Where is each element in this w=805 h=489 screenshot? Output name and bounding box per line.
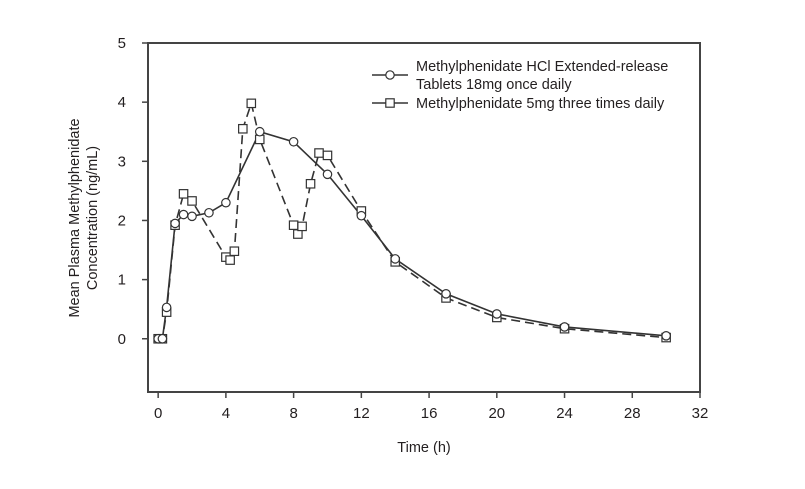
x-tick-label: 20 — [488, 405, 505, 422]
data-point-series-2 — [187, 196, 197, 206]
y-axis-label-line-1: Mean Plasma Methylphenidate — [67, 118, 83, 317]
data-point-series-1 — [559, 322, 570, 332]
data-point-series-1 — [170, 218, 180, 229]
legend-label: Tablets 18mg once daily — [416, 77, 572, 93]
data-point-series-2 — [314, 148, 324, 158]
legend-marker-square — [385, 98, 395, 108]
data-point-series-1 — [661, 331, 671, 341]
data-point-series-2 — [238, 123, 248, 134]
data-point-series-1 — [254, 126, 265, 137]
data-point-series-2 — [225, 255, 235, 265]
data-point-series-1 — [390, 254, 401, 264]
data-point-series-1 — [204, 207, 214, 218]
plot-frame — [147, 42, 701, 393]
data-point-series-1 — [356, 210, 367, 221]
data-point-series-1 — [288, 136, 299, 147]
series-line-1 — [158, 130, 667, 340]
y-tick-label: 0 — [118, 331, 126, 348]
x-axis-label: Time (h) — [397, 440, 450, 456]
data-point-series-1 — [492, 309, 502, 319]
x-tick-label: 28 — [624, 405, 641, 422]
series-line-2 — [158, 100, 667, 340]
x-tick-label: 12 — [353, 405, 370, 422]
data-point-series-2 — [305, 178, 316, 189]
y-axis-label-line-2: Concentration (ng/mL) — [85, 146, 101, 290]
x-tick-label: 4 — [222, 405, 230, 422]
data-point-series-1 — [161, 302, 172, 313]
y-tick-label: 2 — [118, 212, 126, 229]
legend-marker-circle — [385, 70, 395, 80]
legend-label: Methylphenidate 5mg three times daily — [416, 96, 665, 112]
y-tick-label: 3 — [118, 153, 126, 170]
x-tick-label: 0 — [154, 405, 162, 422]
data-point-series-1 — [221, 197, 231, 208]
data-point-series-2 — [288, 220, 299, 230]
y-tick-label: 1 — [118, 272, 126, 289]
data-point-series-2 — [246, 98, 257, 109]
data-point-series-2 — [322, 150, 333, 161]
data-point-series-1 — [187, 211, 197, 222]
y-tick-label: 4 — [118, 94, 126, 111]
x-tick-label: 32 — [692, 405, 709, 422]
data-point-series-1 — [441, 289, 451, 299]
legend: Methylphenidate HCl Extended-release Tabl… — [372, 59, 668, 112]
x-tick-label: 16 — [421, 405, 438, 422]
data-point-series-2 — [297, 221, 307, 232]
data-point-series-2 — [178, 189, 189, 199]
data-point-series-1 — [178, 209, 189, 220]
y-tick-label: 5 — [118, 35, 126, 52]
data-point-series-1 — [157, 333, 168, 344]
x-tick-label: 8 — [289, 405, 297, 422]
data-point-series-1 — [322, 169, 333, 180]
legend-label: Methylphenidate HCl Extended-release — [416, 59, 668, 75]
x-tick-label: 24 — [556, 405, 573, 422]
data-point-series-2 — [229, 246, 240, 257]
